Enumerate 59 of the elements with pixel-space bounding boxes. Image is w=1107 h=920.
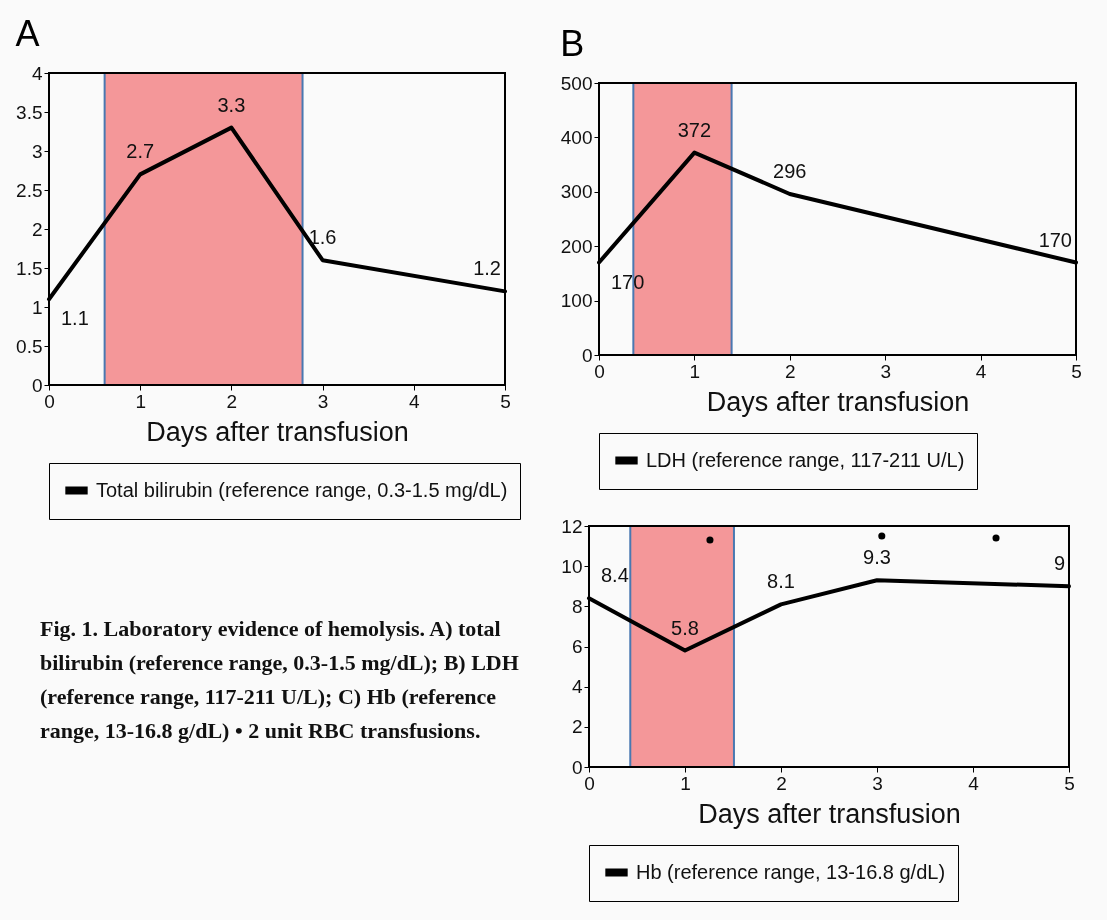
data-label: 9.3 (863, 546, 891, 569)
y-tick-label: 200 (560, 235, 593, 257)
data-label: 2.7 (126, 140, 155, 163)
data-label: 3.3 (217, 93, 246, 116)
x-tick-label: 3 (880, 360, 891, 382)
y-tick-label: 300 (560, 181, 593, 203)
y-tick-label: 400 (560, 126, 593, 148)
data-label: 9 (1053, 552, 1065, 575)
x-tick-label: 1 (135, 390, 146, 412)
y-tick-label: 3 (31, 140, 43, 162)
x-axis-title: Days after transfusion (146, 416, 409, 447)
chart-title: B (560, 23, 585, 64)
chart-title: A (15, 13, 40, 54)
data-label: 1.2 (473, 257, 501, 280)
data-label: 372 (677, 118, 712, 141)
y-tick-label: 3.5 (16, 101, 43, 123)
x-tick-label: 5 (1064, 772, 1075, 794)
x-tick-label: 4 (968, 772, 980, 794)
data-label: 296 (773, 159, 807, 182)
y-tick-label: 2 (571, 716, 583, 738)
legend-label: Hb (reference range, 13-16.8 g/dL) (636, 860, 946, 883)
y-tick-label: 2.5 (16, 179, 43, 201)
y-tick-label: 8 (571, 595, 583, 617)
x-tick-label: 5 (500, 390, 511, 412)
y-tick-label: 12 (561, 515, 583, 537)
y-tick-label: 1.5 (16, 257, 43, 279)
data-label: 8.1 (767, 570, 795, 593)
data-label: 8.4 (601, 564, 629, 587)
y-tick-label: 0 (31, 374, 43, 396)
y-tick-label: 6 (571, 636, 583, 657)
y-tick-label: 0 (581, 344, 593, 366)
x-tick-label: 2 (776, 772, 787, 794)
x-tick-label: 1 (689, 360, 701, 382)
data-label: 1.1 (61, 307, 89, 330)
legend-label: Total bilirubin (reference range, 0.3-1.5 mg/dL) (96, 478, 508, 501)
y-tick-label: 0.5 (16, 335, 43, 357)
y-tick-label: 2 (31, 218, 43, 240)
y-tick-label: 100 (560, 290, 593, 312)
data-label: 1.6 (308, 226, 337, 249)
x-tick-label: 3 (872, 772, 883, 794)
caption: Fig. 1. Laboratory evidence of hemolysis. A) total bilirubin (reference range, 0.3-1.5 mg/dL); B) LDH (reference range, 117-211 U/L); C) Hb (reference range, 13-16.8 g/dL) • 2 unit RBC transfusions. (40, 615, 520, 746)
y-tick-label: 500 (560, 72, 593, 94)
y-tick-label: 1 (31, 296, 43, 318)
x-tick-label: 4 (975, 360, 987, 382)
data-label: 170 (1038, 228, 1072, 251)
y-tick-label: 0 (571, 756, 583, 778)
y-tick-label: 10 (561, 555, 583, 577)
legend-label: LDH (reference range, 117-211 U/L) (646, 448, 965, 471)
x-tick-label: 1 (680, 772, 691, 794)
x-tick-label: 5 (1071, 360, 1082, 382)
data-label: 5.8 (671, 616, 699, 639)
x-tick-label: 4 (409, 390, 421, 412)
y-tick-label: 4 (31, 62, 43, 84)
x-axis-title: Days after transfusion (706, 386, 970, 417)
y-tick-label: 4 (571, 676, 583, 698)
x-axis-title: Days after transfusion (698, 798, 961, 829)
x-tick-label: 3 (317, 390, 329, 412)
x-tick-label: 2 (785, 360, 796, 382)
x-tick-label: 2 (226, 390, 238, 412)
